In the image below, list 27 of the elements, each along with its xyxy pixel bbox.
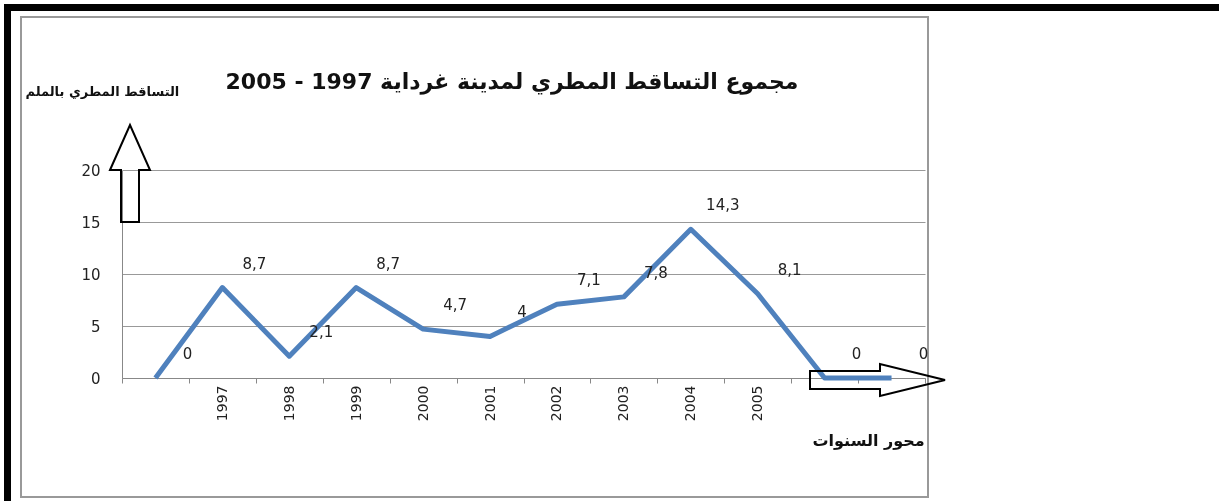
data-label: 0 [851, 345, 862, 363]
chart-title: مجموع التساقط المطري لمدينة غرداية 1997 - 2005 [225, 69, 799, 95]
y-tick-label: 5 [90, 317, 101, 336]
data-label: 14,3 [706, 196, 740, 215]
x-tick-label: 2001 [481, 385, 498, 422]
x-tick-label: 2000 [414, 385, 431, 422]
data-label: 4,7 [443, 296, 468, 315]
y-axis-title: التساقط المطري بالملم [25, 83, 180, 99]
data-label: 8,7 [376, 254, 401, 273]
x-tick-label: 2005 [749, 385, 766, 422]
x-tick-label: 2002 [548, 385, 565, 422]
x-tick-label: 2004 [682, 385, 699, 422]
y-tick-label: 10 [81, 265, 101, 284]
data-label: 8,7 [242, 254, 267, 273]
data-label: 0 [918, 345, 929, 363]
y-tick-label: 15 [81, 213, 101, 232]
x-tick-label: 1998 [280, 385, 297, 422]
x-tick-label: 1997 [213, 385, 230, 422]
x-tick-label: 2003 [615, 385, 632, 422]
data-label: 4 [517, 303, 527, 322]
x-tick-label: 1999 [347, 385, 364, 422]
y-tick-label: 20 [81, 161, 101, 180]
data-label: 7,1 [577, 271, 601, 290]
x-axis-title: محور السنوات [812, 430, 925, 450]
y-tick-label: 0 [90, 369, 101, 388]
data-label: 0 [182, 345, 193, 363]
data-label: 8,1 [777, 260, 802, 279]
